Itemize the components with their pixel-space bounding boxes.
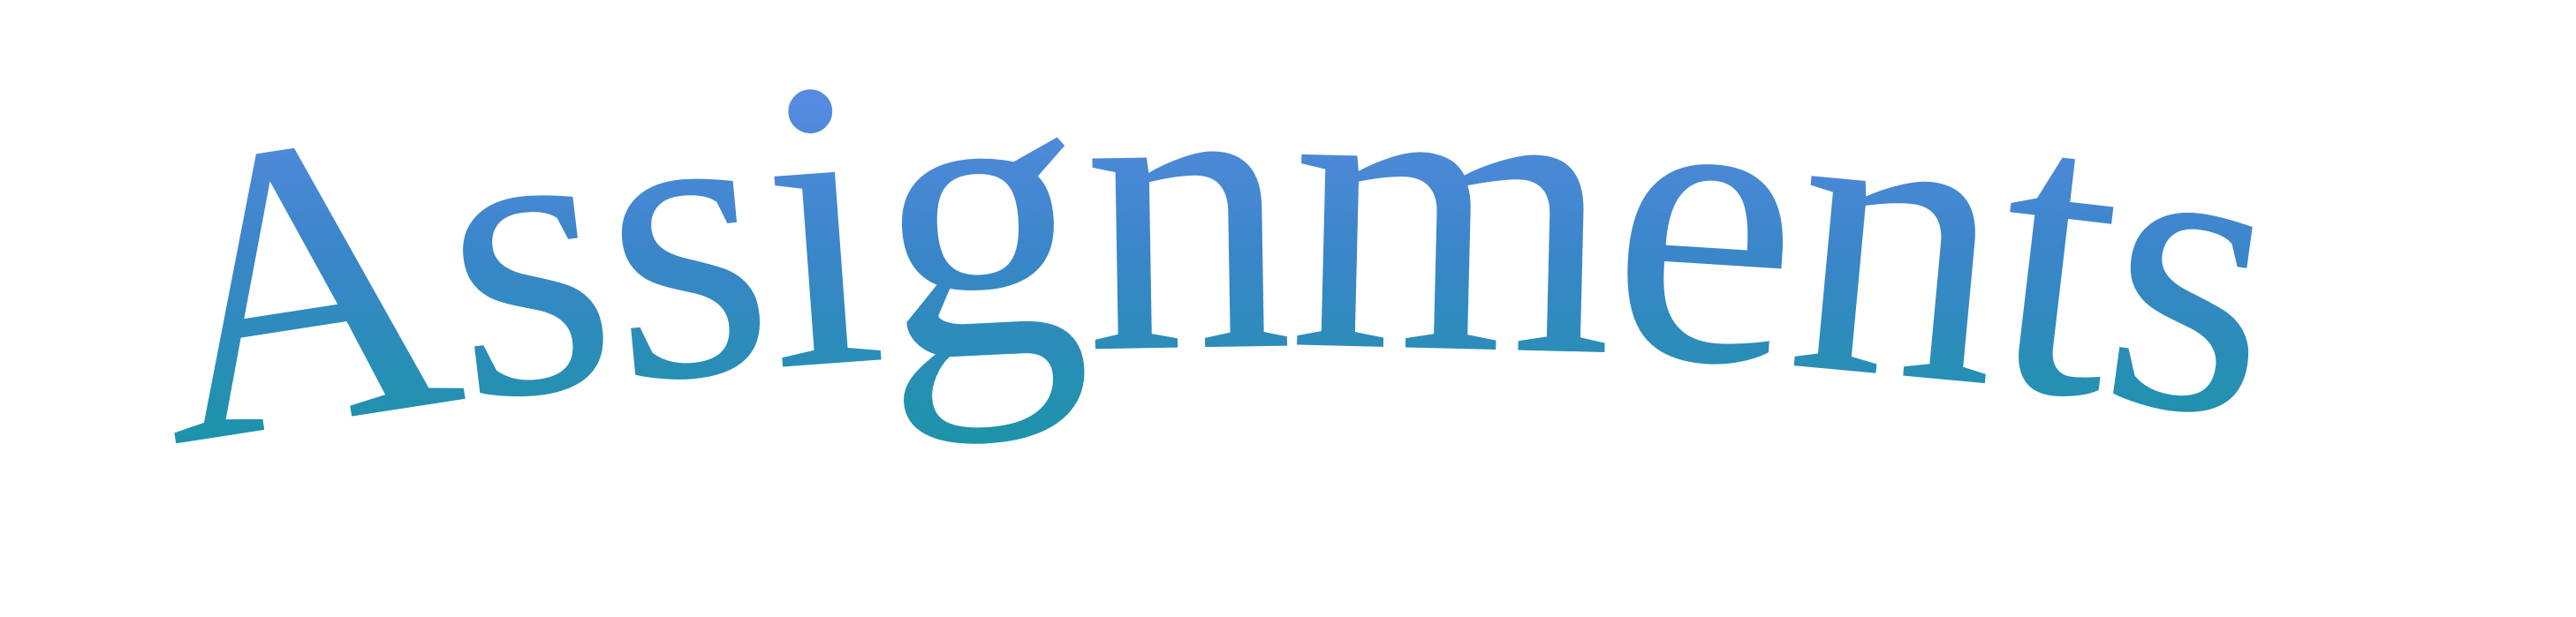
wordart-title-path: Assignments xyxy=(116,0,2306,533)
wordart-title: Assignments xyxy=(116,0,2300,533)
